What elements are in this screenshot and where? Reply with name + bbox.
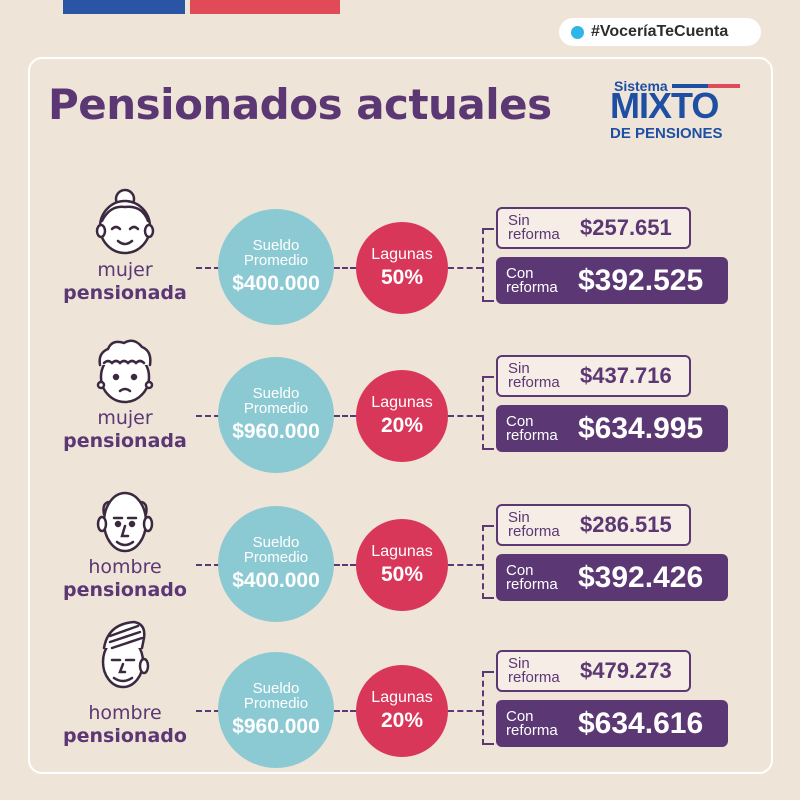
pension-row: mujer pensionada Sueldo Promedio $960.00… (0, 335, 800, 485)
connector-line (448, 564, 482, 566)
dot-icon (571, 25, 584, 39)
person-label: mujer pensionada (63, 259, 187, 304)
sistema-mixto-logo: Sistema MIXTO DE PENSIONES (608, 78, 742, 144)
without-reform-amount: $286.515 (580, 512, 672, 537)
with-reform-amount: $634.616 (578, 706, 704, 740)
salary-circle: Sueldo Promedio $400.000 (218, 506, 334, 622)
without-reform-box: Sin reforma $437.716 (496, 355, 691, 397)
with-reform-box: Con reforma $392.525 (496, 257, 728, 304)
hashtag-badge: #VoceríaTeCuenta (559, 18, 761, 46)
pension-row: hombre pensionado Sueldo Promedio $400.0… (0, 484, 800, 634)
bracket-connector (482, 525, 494, 599)
connector-line (448, 267, 482, 269)
flag-stripe-red (190, 0, 340, 14)
connector-line (334, 710, 356, 712)
connector-line (196, 415, 220, 417)
salary-circle: Sueldo Promedio $400.000 (218, 209, 334, 325)
salary-amount: $400.000 (232, 569, 320, 592)
with-reform-box: Con reforma $634.616 (496, 700, 728, 747)
salary-circle: Sueldo Promedio $960.000 (218, 652, 334, 768)
without-reform-amount: $479.273 (580, 658, 672, 683)
without-reform-box: Sin reforma $286.515 (496, 504, 691, 546)
bracket-connector (482, 376, 494, 450)
logo-bottom-text: DE PENSIONES (610, 125, 723, 142)
with-reform-amount: $634.995 (578, 411, 704, 445)
older-man-bald-icon (90, 484, 160, 556)
logo-top-text: Sistema (614, 78, 668, 94)
logo-main-text: MIXTO (610, 85, 719, 126)
older-woman-curly-icon (90, 335, 160, 407)
salary-amount: $400.000 (232, 272, 320, 295)
connector-line (334, 415, 356, 417)
without-reform-amount: $257.651 (580, 215, 672, 240)
salary-circle: Sueldo Promedio $960.000 (218, 357, 334, 473)
gaps-percent: 50% (380, 563, 424, 586)
connector-line (334, 267, 356, 269)
person-label: mujer pensionada (63, 407, 187, 452)
with-reform-amount: $392.426 (578, 560, 704, 594)
person-label: hombre pensionado (63, 556, 187, 601)
bracket-connector (482, 228, 494, 302)
pension-row: mujer pensionada Sueldo Promedio $400.00… (0, 187, 800, 337)
gaps-percent: 50% (380, 266, 424, 289)
logo-bar-red (708, 84, 740, 88)
without-reform-box: Sin reforma $257.651 (496, 207, 691, 249)
with-reform-box: Con reforma $634.995 (496, 405, 728, 452)
connector-line (334, 564, 356, 566)
connector-line (448, 415, 482, 417)
older-woman-bun-icon (90, 187, 160, 259)
bracket-connector (482, 671, 494, 745)
person-label: hombre pensionado (63, 702, 187, 747)
gaps-circle: Lagunas 50% (356, 519, 448, 611)
hashtag-text: #VoceríaTeCuenta (591, 23, 729, 40)
content-card (28, 57, 773, 774)
logo-bar-blue (672, 84, 708, 88)
connector-line (448, 710, 482, 712)
gaps-percent: 20% (380, 414, 424, 437)
gaps-circle: Lagunas 20% (356, 370, 448, 462)
older-man-combed-icon (90, 618, 160, 690)
with-reform-box: Con reforma $392.426 (496, 554, 728, 601)
connector-line (196, 564, 220, 566)
connector-line (196, 710, 220, 712)
flag-stripe-blue (63, 0, 185, 14)
page-title: Pensionados actuales (48, 80, 552, 129)
connector-line (196, 267, 220, 269)
gaps-percent: 20% (380, 709, 424, 732)
gaps-circle: Lagunas 20% (356, 665, 448, 757)
pension-row: hombre pensionado Sueldo Promedio $960.0… (0, 620, 800, 780)
gaps-circle: Lagunas 50% (356, 222, 448, 314)
salary-amount: $960.000 (232, 715, 320, 738)
without-reform-amount: $437.716 (580, 363, 672, 388)
salary-amount: $960.000 (232, 420, 320, 443)
with-reform-amount: $392.525 (578, 263, 704, 297)
without-reform-box: Sin reforma $479.273 (496, 650, 691, 692)
